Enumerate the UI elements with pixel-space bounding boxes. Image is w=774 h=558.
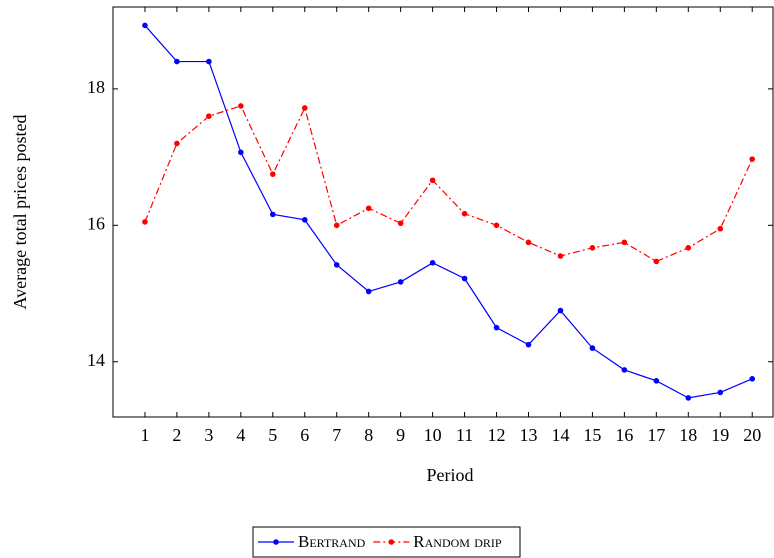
data-point xyxy=(142,22,148,29)
x-tick-label: 16 xyxy=(615,425,633,445)
x-tick-label: 8 xyxy=(364,425,373,445)
legend-marker xyxy=(388,539,395,545)
x-tick-label: 17 xyxy=(647,425,665,445)
x-tick-label: 14 xyxy=(551,425,569,445)
series-line xyxy=(144,25,753,399)
y-tick-label: 14 xyxy=(87,350,105,370)
x-tick-label: 7 xyxy=(332,425,341,445)
data-point xyxy=(174,140,180,147)
plot-frame xyxy=(112,6,774,418)
data-point xyxy=(301,105,308,111)
data-point xyxy=(685,245,692,251)
data-point xyxy=(621,367,628,373)
data-point xyxy=(589,345,596,351)
x-tick-label: 11 xyxy=(456,425,473,445)
data-point xyxy=(174,58,180,65)
legend-box xyxy=(252,526,521,558)
data-point xyxy=(365,288,372,295)
x-tick-label: 12 xyxy=(488,425,506,445)
x-tick-label: 15 xyxy=(583,425,601,445)
data-point xyxy=(717,225,724,232)
data-point xyxy=(429,260,436,266)
data-point xyxy=(557,307,564,314)
data-point xyxy=(493,222,500,229)
data-point xyxy=(461,210,468,217)
data-point xyxy=(206,113,212,119)
data-point xyxy=(397,279,404,285)
data-point xyxy=(142,219,148,225)
x-axis-label: Period xyxy=(427,465,474,485)
x-tick-label: 18 xyxy=(679,425,697,445)
data-point xyxy=(589,245,596,251)
data-point xyxy=(685,395,692,401)
data-point xyxy=(238,149,244,156)
data-point xyxy=(653,258,660,265)
x-tick-label: 5 xyxy=(268,425,277,445)
x-tick-label: 13 xyxy=(519,425,537,445)
x-tick-label: 20 xyxy=(743,425,761,445)
data-point xyxy=(621,239,628,246)
x-tick-label: 19 xyxy=(711,425,729,445)
x-tick-label: 3 xyxy=(204,425,213,445)
data-point xyxy=(749,156,756,162)
data-point xyxy=(429,177,436,184)
data-point xyxy=(525,239,532,246)
data-point xyxy=(493,324,500,331)
legend-label: Random drip xyxy=(413,532,502,551)
data-point xyxy=(717,389,724,396)
x-tick-label: 10 xyxy=(424,425,442,445)
data-point xyxy=(238,103,244,109)
data-point xyxy=(397,220,404,227)
x-tick-label: 2 xyxy=(172,425,181,445)
data-point xyxy=(749,375,756,382)
y-axis-label: Average total prices posted xyxy=(10,114,30,309)
y-tick-label: 16 xyxy=(87,213,105,233)
x-tick-label: 4 xyxy=(236,425,245,445)
data-point xyxy=(333,222,340,229)
data-point xyxy=(333,262,340,268)
legend-marker xyxy=(273,539,279,545)
x-tick-label: 6 xyxy=(300,425,309,445)
data-point xyxy=(301,217,308,223)
x-tick-label: 9 xyxy=(396,425,405,445)
data-point xyxy=(270,171,276,177)
data-point xyxy=(365,205,372,212)
data-point xyxy=(270,211,276,218)
data-point xyxy=(525,341,532,348)
x-tick-label: 1 xyxy=(140,425,149,445)
data-point xyxy=(653,378,660,384)
y-tick-label: 18 xyxy=(87,77,105,97)
legend-label: Bertrand xyxy=(298,532,366,551)
series-line xyxy=(144,105,753,263)
data-point xyxy=(461,275,468,282)
data-point xyxy=(557,253,564,259)
data-point xyxy=(206,58,212,65)
